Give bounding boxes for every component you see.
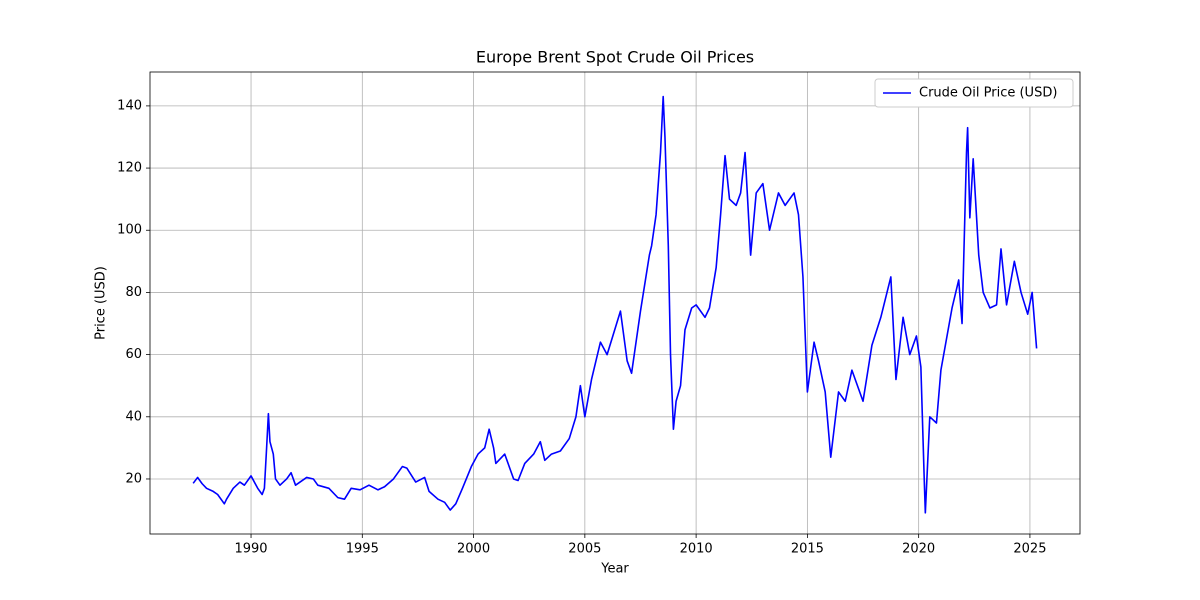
x-tick-label: 1995 (346, 542, 379, 557)
x-tick-label: 2025 (1013, 542, 1046, 557)
chart-title: Europe Brent Spot Crude Oil Prices (476, 48, 754, 67)
y-tick-label: 60 (125, 347, 142, 362)
y-tick-label: 140 (117, 98, 142, 113)
y-tick-label: 120 (117, 161, 142, 176)
x-tick-label: 2005 (568, 542, 601, 557)
legend-box (874, 78, 1074, 108)
y-tick-label: 40 (125, 409, 142, 424)
legend-label: Crude Oil Price (USD) (919, 86, 1057, 101)
y-axis-label: Price (USD) (94, 266, 109, 340)
x-tick-label: 2020 (902, 542, 935, 557)
x-tick-label: 2010 (680, 542, 713, 557)
y-tick-label: 20 (125, 471, 142, 486)
plot-frame (149, 71, 1081, 535)
x-axis-label: Year (600, 562, 629, 577)
y-tick-label: 100 (117, 223, 142, 238)
x-tick-label: 1990 (234, 542, 267, 557)
x-tick-label: 2015 (791, 542, 824, 557)
data-line (192, 95, 1038, 514)
x-tick-label: 2000 (457, 542, 490, 557)
y-tick-label: 80 (125, 285, 142, 300)
